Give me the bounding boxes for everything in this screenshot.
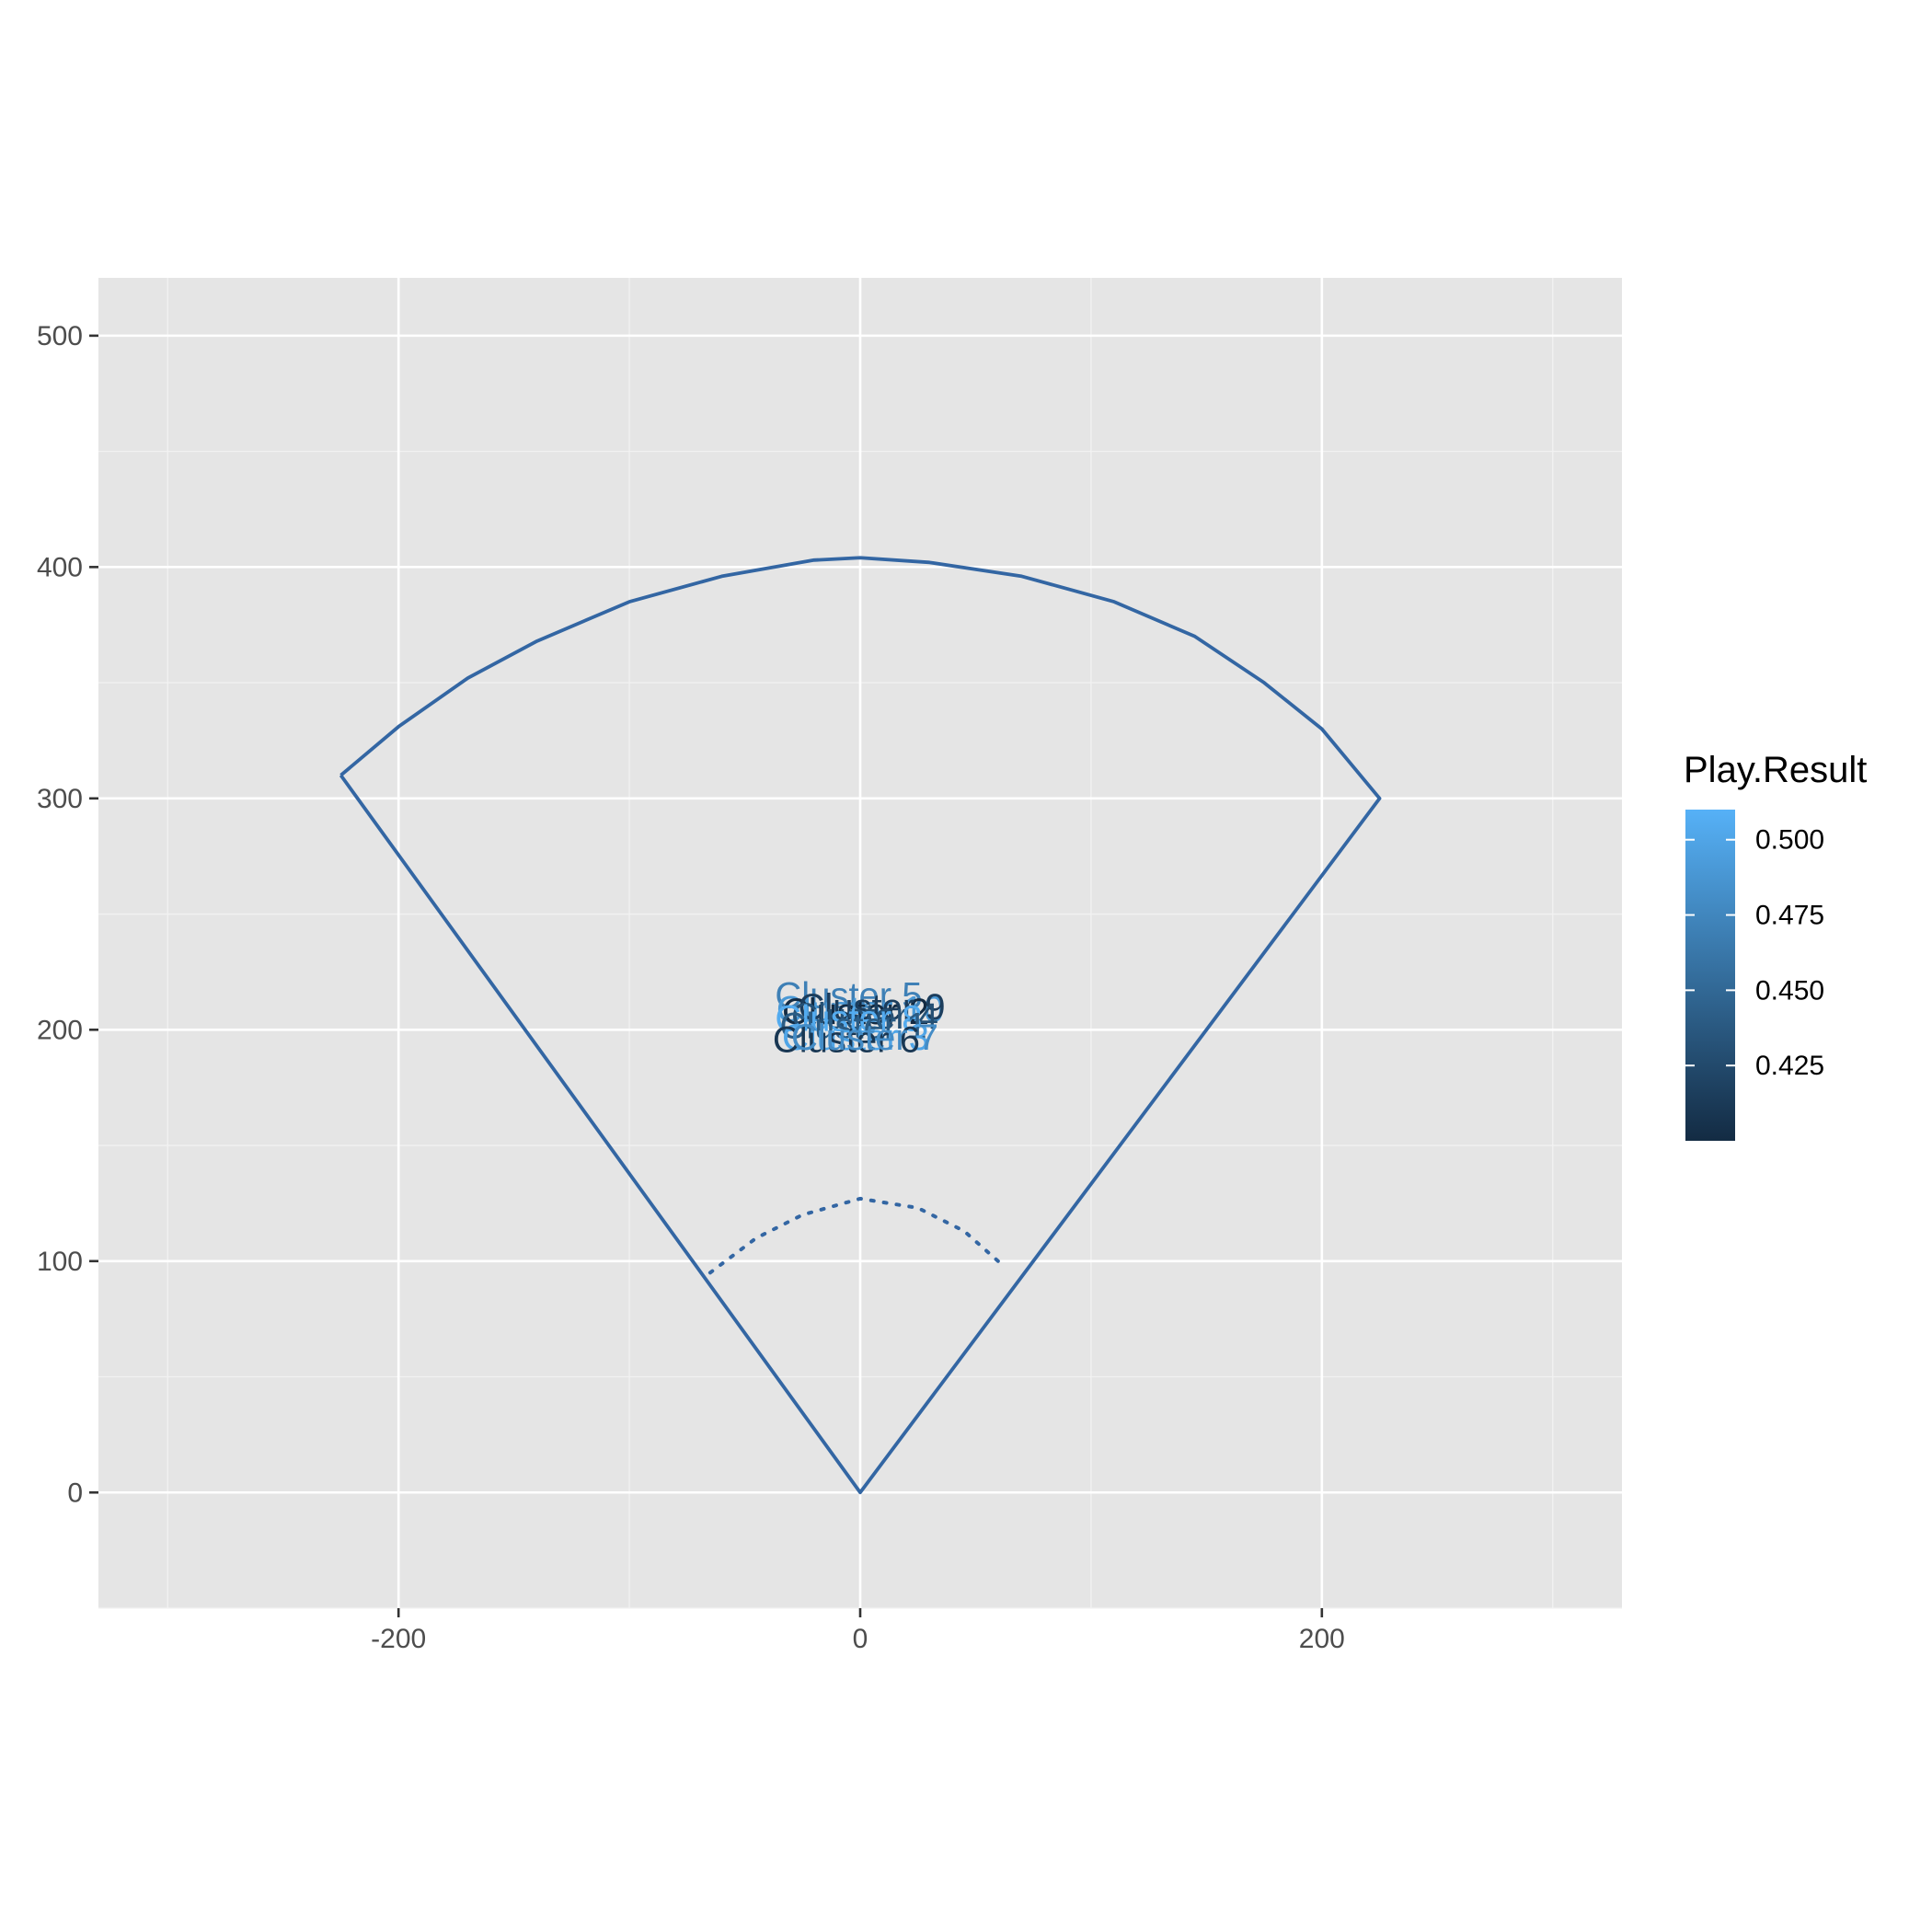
field-outline [339, 556, 1382, 1495]
x-tick-label: 200 [1299, 1624, 1345, 1654]
cluster-label: Cluster 5 [775, 976, 922, 1017]
cluster-label: Cluster 9 [799, 987, 946, 1028]
y-tick-label: 100 [37, 1247, 83, 1277]
y-tick-label: 500 [37, 321, 83, 351]
legend-break-label: 0.475 [1755, 901, 1824, 931]
cluster-label: Cluster 1 [779, 1006, 926, 1046]
cluster-label: Cluster 8 [775, 999, 922, 1040]
axis-ticks [89, 334, 1324, 1617]
y-tick-labels: 0 100 200 300 400 500 [37, 321, 83, 1508]
legend: Play.Result 0.500 0.475 0.450 0.425 [1684, 750, 1867, 1141]
x-tick-label: 0 [853, 1624, 868, 1654]
field-outline-group [339, 556, 1382, 1495]
legend-break-label: 0.500 [1755, 825, 1824, 856]
y-tick-label: 0 [67, 1478, 83, 1508]
legend-breaks: 0.500 0.475 0.450 0.425 [1685, 825, 1824, 1081]
cluster-label: Cluster 3 [782, 1018, 929, 1058]
cluster-label: Cluster 2 [782, 992, 929, 1032]
cluster-label: Cluster 7 [791, 1018, 938, 1058]
cluster-label: Cluster 10 [776, 990, 944, 1030]
y-tick-label: 400 [37, 552, 83, 582]
infield-arc [707, 1196, 1006, 1275]
cluster-label: Cluster 4 [791, 996, 938, 1037]
y-tick-label: 200 [37, 1015, 83, 1045]
legend-break-label: 0.450 [1755, 975, 1824, 1006]
x-tick-label: -200 [371, 1624, 426, 1654]
legend-colorbar [1685, 810, 1735, 1141]
legend-break-label: 0.425 [1755, 1051, 1824, 1081]
cluster-label: Cluster 6 [773, 1019, 920, 1060]
x-tick-labels: -200 0 200 [371, 1624, 1345, 1654]
y-tick-label: 300 [37, 784, 83, 814]
legend-title: Play.Result [1684, 750, 1867, 790]
